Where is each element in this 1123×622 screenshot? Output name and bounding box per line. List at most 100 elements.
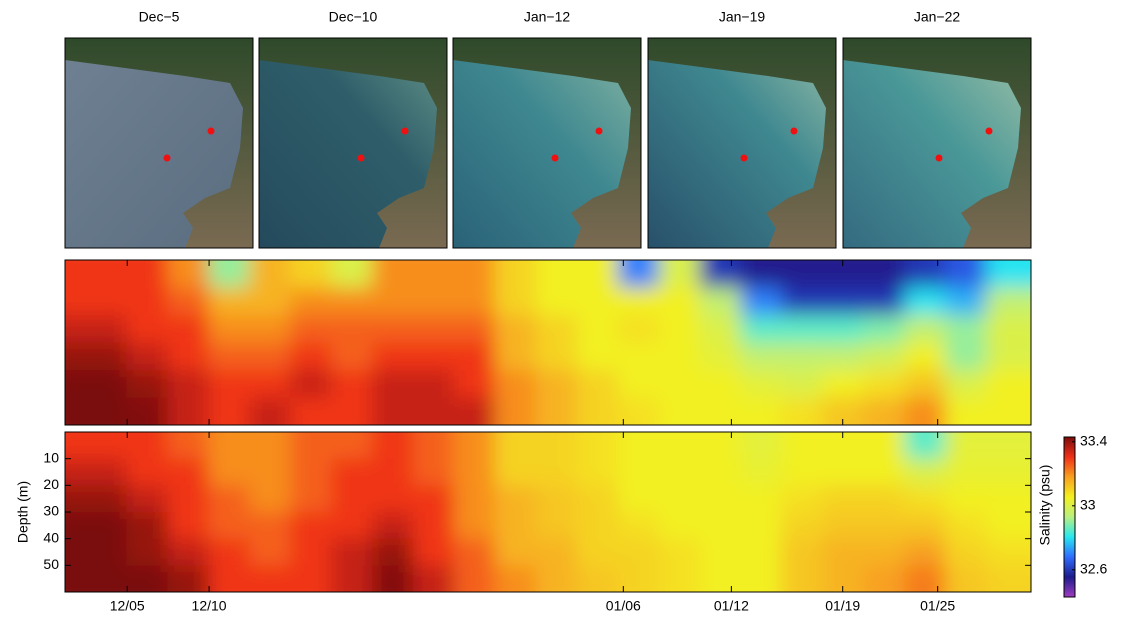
cell: [740, 370, 782, 398]
cell: [781, 260, 823, 288]
cell: [412, 397, 455, 425]
image-frame: [647, 37, 837, 249]
land: [453, 38, 641, 248]
cell: [412, 370, 455, 398]
cell: [208, 397, 250, 425]
cell: [576, 565, 619, 592]
cell: [822, 370, 864, 398]
station: [595, 127, 603, 135]
cell: [822, 315, 864, 343]
cell: [781, 458, 823, 486]
cell: [945, 432, 987, 460]
cell: [412, 512, 455, 540]
cell: [781, 485, 823, 513]
station: [790, 127, 798, 135]
cell: [822, 287, 864, 316]
cell: [658, 458, 700, 486]
cell: [453, 397, 496, 425]
cell: [85, 315, 127, 343]
cell: [985, 315, 1031, 343]
cell: [331, 315, 373, 343]
cell: [249, 287, 291, 316]
cell: [453, 287, 496, 316]
cell: [331, 458, 373, 486]
cell: [412, 342, 455, 371]
cell: [290, 370, 332, 398]
x-tick-label: 01/19: [825, 598, 860, 614]
cell: [290, 260, 332, 288]
cell: [331, 432, 373, 460]
cell: [740, 485, 782, 513]
cell: [85, 397, 127, 425]
cell: [208, 458, 250, 486]
cell: [371, 458, 414, 486]
cell: [371, 370, 414, 398]
cell: [412, 565, 455, 592]
cell: [85, 458, 127, 486]
cell: [453, 315, 496, 343]
y-axis-label: Depth (m): [15, 481, 31, 543]
cell: [65, 370, 86, 398]
cell: [85, 287, 127, 316]
cell: [904, 565, 946, 592]
cell: [249, 458, 291, 486]
cell: [249, 538, 291, 566]
cell: [617, 315, 660, 343]
cell: [371, 432, 414, 460]
cell: [249, 315, 291, 343]
cell: [249, 260, 291, 288]
cell: [249, 512, 291, 540]
x-tick-label: 01/12: [714, 598, 749, 614]
cell: [576, 485, 619, 513]
cell: [617, 485, 660, 513]
panel-top: [65, 260, 1031, 425]
cell: [249, 342, 291, 371]
cell: [535, 512, 578, 540]
cell: [863, 370, 905, 398]
cell: [208, 287, 250, 316]
cell: [699, 397, 741, 425]
cell: [740, 315, 782, 343]
cell: [781, 315, 823, 343]
cell: [167, 315, 209, 343]
cell: [535, 538, 578, 566]
cell: [945, 397, 987, 425]
cell: [904, 287, 946, 316]
cell: [167, 538, 209, 566]
cell: [453, 260, 496, 288]
cell: [208, 342, 250, 371]
cell: [863, 397, 905, 425]
cell: [494, 458, 537, 486]
cell: [290, 538, 332, 566]
cell: [412, 432, 455, 460]
cell: [617, 260, 660, 288]
cell: [740, 287, 782, 316]
cell: [658, 260, 700, 288]
cell: [617, 370, 660, 398]
cell: [167, 370, 209, 398]
cell: [126, 370, 168, 398]
cell: [494, 260, 537, 288]
cell: [371, 260, 414, 288]
cell: [65, 485, 86, 513]
cell: [904, 538, 946, 566]
cell: [985, 512, 1031, 540]
cell: [781, 565, 823, 592]
station: [357, 154, 365, 162]
cell: [167, 458, 209, 486]
cell: [617, 458, 660, 486]
cell: [371, 315, 414, 343]
cell: [126, 485, 168, 513]
cell: [85, 260, 127, 288]
cell: [945, 485, 987, 513]
cell: [331, 512, 373, 540]
cell: [904, 342, 946, 371]
cell: [494, 565, 537, 592]
cell: [290, 397, 332, 425]
x-tick-label: 01/06: [606, 598, 641, 614]
cell: [167, 342, 209, 371]
x-tick-label: 01/25: [920, 598, 955, 614]
station: [551, 154, 559, 162]
cell: [249, 432, 291, 460]
cell: [863, 565, 905, 592]
